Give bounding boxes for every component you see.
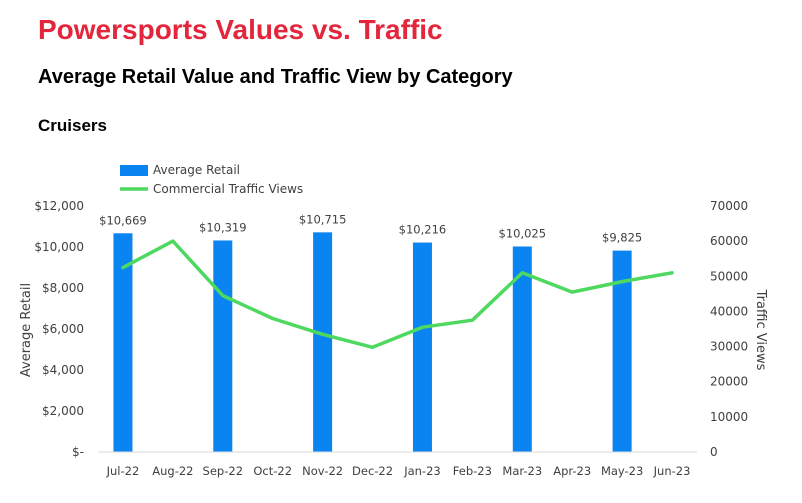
y2-tick-label: 10000 [710,410,748,424]
y2-tick-label: 40000 [710,304,748,318]
traffic-line-series [121,239,674,350]
x-tick-label: Nov-22 [302,464,343,478]
x-tick-label: Apr-23 [553,464,591,478]
x-tick-label: Oct-22 [253,464,292,478]
legend-label-average-retail: Average Retail [153,163,240,177]
y2-tick-label: 20000 [710,375,748,389]
x-tick-label: Jan-23 [403,464,441,478]
y-tick-label: $8,000 [42,281,84,295]
bar-data-label: $10,216 [399,223,447,237]
y-tick-label: $4,000 [42,363,84,377]
x-tick-label: Jun-23 [653,464,691,478]
bar-jan-23 [412,242,432,452]
y-tick-label: $2,000 [42,404,84,418]
bar-mar-23 [512,246,532,452]
category-heading: Cruisers [38,116,107,135]
y2-axis-ticks: 0 10000 20000 30000 40000 50000 60000 70000 [710,199,748,459]
y2-axis-title: Traffic Views [753,289,768,371]
x-tick-label: Aug-22 [152,464,193,478]
page-title: Powersports Values vs. Traffic [38,14,443,45]
y2-tick-label: 30000 [710,340,748,354]
x-tick-label: Sep-22 [203,464,243,478]
chart-subtitle: Average Retail Value and Traffic View by… [38,66,513,88]
x-tick-label: Feb-23 [453,464,492,478]
x-tick-label: Mar-23 [502,464,542,478]
bar-data-label: $10,715 [299,212,347,226]
bar-jul-22 [113,233,133,452]
y2-tick-label: 70000 [710,199,748,213]
x-axis-ticks: Jul-22 Aug-22 Sep-22 Oct-22 Nov-22 Dec-22 Jan-… [106,464,691,478]
y-tick-label: $10,000 [34,240,84,254]
y-tick-label: $12,000 [34,199,84,213]
y2-tick-label: 60000 [710,234,748,248]
bar-data-label: $9,825 [602,231,642,245]
legend-swatch-average-retail [120,165,148,176]
x-tick-label: Jul-22 [106,464,140,478]
bar-nov-22 [313,232,333,452]
bar-data-labels: $10,669 $10,319 $10,715 $10,216 $10,025 $9,82… [99,212,642,244]
legend-label-traffic-views: Commercial Traffic Views [153,182,303,196]
x-tick-label: May-23 [601,464,643,478]
y2-tick-label: 50000 [710,269,748,283]
bar-may-23 [612,250,632,452]
y-axis-title: Average Retail [19,283,34,377]
bar-series [113,232,632,452]
legend: Average Retail Commercial Traffic Views [120,163,303,196]
y-axis-ticks: $- $2,000 $4,000 $6,000 $8,000 $10,000 $12,000 [34,199,84,459]
x-tick-label: Dec-22 [352,464,393,478]
y2-tick-label: 0 [710,445,718,459]
traffic-line [121,239,674,350]
bar-data-label: $10,669 [99,213,147,227]
bar-data-label: $10,025 [499,226,547,240]
bar-sep-22 [213,240,233,452]
y-tick-label: $6,000 [42,322,84,336]
bar-data-label: $10,319 [199,220,247,234]
y-tick-label: $- [72,445,84,459]
